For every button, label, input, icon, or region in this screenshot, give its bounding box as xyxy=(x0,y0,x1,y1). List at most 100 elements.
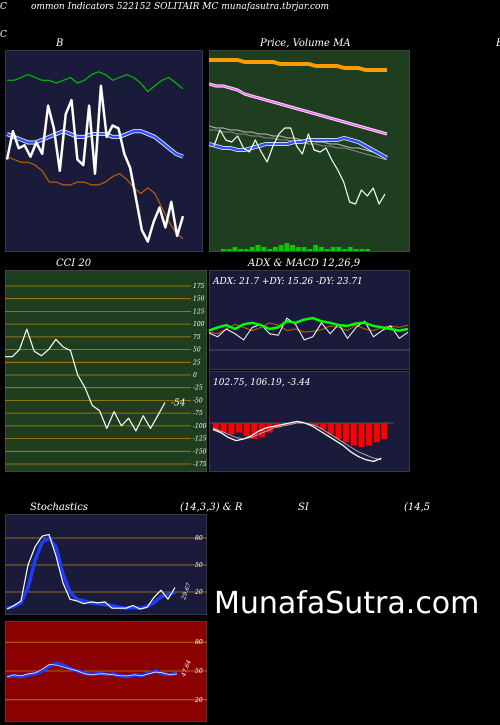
macd-histogram-bar xyxy=(343,423,350,443)
adx-background xyxy=(209,270,410,370)
adx-minus-dy-line xyxy=(209,322,409,335)
bollinger-right-letter: B xyxy=(496,38,500,49)
cci-tick-label: 0 xyxy=(193,372,197,379)
macd-histogram-bar xyxy=(228,423,235,435)
cci-tick-label: 175 xyxy=(193,283,205,290)
stoch-background xyxy=(5,514,207,615)
volume-bar xyxy=(313,245,319,251)
macd-histogram-bar xyxy=(213,423,220,431)
price-chart xyxy=(209,50,410,252)
macd-histogram-bar xyxy=(335,423,342,439)
stoch-title-c: SI xyxy=(298,502,309,513)
macd-histogram-bar xyxy=(243,423,250,436)
stoch-title-a: Stochastics xyxy=(30,502,88,513)
price-close-line xyxy=(213,127,386,205)
macd-histogram-bar xyxy=(327,423,334,435)
rsi-thin-line xyxy=(6,663,178,678)
volume-bar xyxy=(336,247,342,251)
stoch-title-b: (14,3,3) & R xyxy=(180,502,243,513)
price-ma-orange-line xyxy=(209,58,387,72)
volume-bar xyxy=(307,249,313,251)
macd-histogram-bar xyxy=(366,423,373,446)
volume-bar xyxy=(319,247,324,251)
macd-macd-line xyxy=(212,420,382,463)
stoch-title-d: (14,5 xyxy=(404,502,431,513)
price-ma-blue-line xyxy=(209,136,388,160)
volume-bar xyxy=(359,249,365,251)
cci-tick-label: -50 xyxy=(193,397,203,404)
macd-histogram-bar xyxy=(358,423,365,447)
stoch-k-line xyxy=(6,533,176,610)
cci-tick-label: -175 xyxy=(193,461,207,468)
cci-tick-label: 125 xyxy=(193,308,205,315)
watermark: MunafaSutra.com xyxy=(214,586,480,621)
bollinger-title: B xyxy=(56,38,64,49)
cci-line xyxy=(5,328,166,432)
adx-title: ADX & MACD 12,26,9 xyxy=(248,258,361,269)
bollinger-upper-line xyxy=(7,71,184,93)
cci-tick-label: -100 xyxy=(193,423,207,430)
cci-tick-label: 75 xyxy=(193,334,201,341)
macd-signal-line xyxy=(212,422,382,461)
macd-histogram-bar xyxy=(312,423,319,427)
volume-bar xyxy=(232,247,238,251)
bollinger-lower-line xyxy=(6,156,184,240)
cci-chart: 175 150 125 100 75 50 25 0 -25 -50 -75 -100 -125 -150… xyxy=(5,270,207,472)
macd-label: 102.75, 106.19, -3.44 xyxy=(213,378,311,388)
price-ma-pink-line xyxy=(209,83,388,135)
volume-bar xyxy=(342,249,347,251)
cci-tick-label: -75 xyxy=(193,410,203,417)
volume-bar xyxy=(365,249,370,251)
adx-chart: ADX: 21.7 +DY: 15.26 -DY: 23.71 xyxy=(209,270,410,370)
volume-bar xyxy=(330,247,336,251)
stoch-tick-label: 50 xyxy=(195,562,203,569)
macd-histogram-bar xyxy=(373,423,380,443)
stoch-tick-label: 20 xyxy=(194,589,203,596)
cci-tick-label: 50 xyxy=(193,347,201,354)
price-ma-gray1-line xyxy=(209,125,388,157)
volume-bar xyxy=(261,247,267,251)
rsi-tick-label: 20 xyxy=(194,697,203,704)
volume-bar xyxy=(221,249,226,251)
volume-bar xyxy=(244,249,249,251)
adx-label: ADX: 21.7 +DY: 15.26 -DY: 23.71 xyxy=(212,277,363,287)
bollinger-left-letter: C xyxy=(0,30,7,40)
cci-tick-label: -25 xyxy=(193,385,203,392)
volume-bar xyxy=(301,247,307,251)
macd-background xyxy=(209,371,410,472)
volume-bar xyxy=(353,249,359,251)
bollinger-chart xyxy=(5,50,203,252)
cci-background xyxy=(5,270,207,472)
header-left-letter: C xyxy=(0,2,7,12)
macd-histogram-bar xyxy=(236,423,243,433)
cci-tick-label: -150 xyxy=(193,448,207,455)
cci-tick-label: 150 xyxy=(193,296,205,303)
macd-histogram-bar xyxy=(381,423,388,439)
volume-bar xyxy=(238,249,244,251)
volume-bar xyxy=(267,249,272,251)
price-title: Price, Volume MA xyxy=(260,38,351,49)
adx-line xyxy=(209,317,409,341)
price-title-a: Price, xyxy=(260,38,290,49)
rsi-tick-label: 80 xyxy=(195,639,203,646)
volume-bar xyxy=(249,247,255,251)
macd-chart: 102.75, 106.19, -3.44 xyxy=(209,371,410,472)
macd-histogram-bar xyxy=(350,423,357,446)
volume-bar xyxy=(278,245,284,251)
macd-histogram-bar xyxy=(251,423,258,439)
volume-bar xyxy=(324,249,330,251)
cci-value-label: -54 xyxy=(171,399,186,409)
macd-histogram-bar xyxy=(320,423,327,430)
cci-title: CCI 20 xyxy=(56,258,92,269)
rsi-background xyxy=(5,621,207,722)
macd-histogram-bar xyxy=(289,423,296,424)
price-title-b: Volume xyxy=(292,38,330,49)
volume-bar xyxy=(347,247,353,251)
price-title-c: MA xyxy=(333,38,351,49)
stoch-tick-label: 80 xyxy=(195,535,203,542)
adx-plus-dy-line xyxy=(209,316,409,332)
cci-tick-label: -125 xyxy=(193,436,207,443)
bollinger-close-line xyxy=(5,84,185,243)
